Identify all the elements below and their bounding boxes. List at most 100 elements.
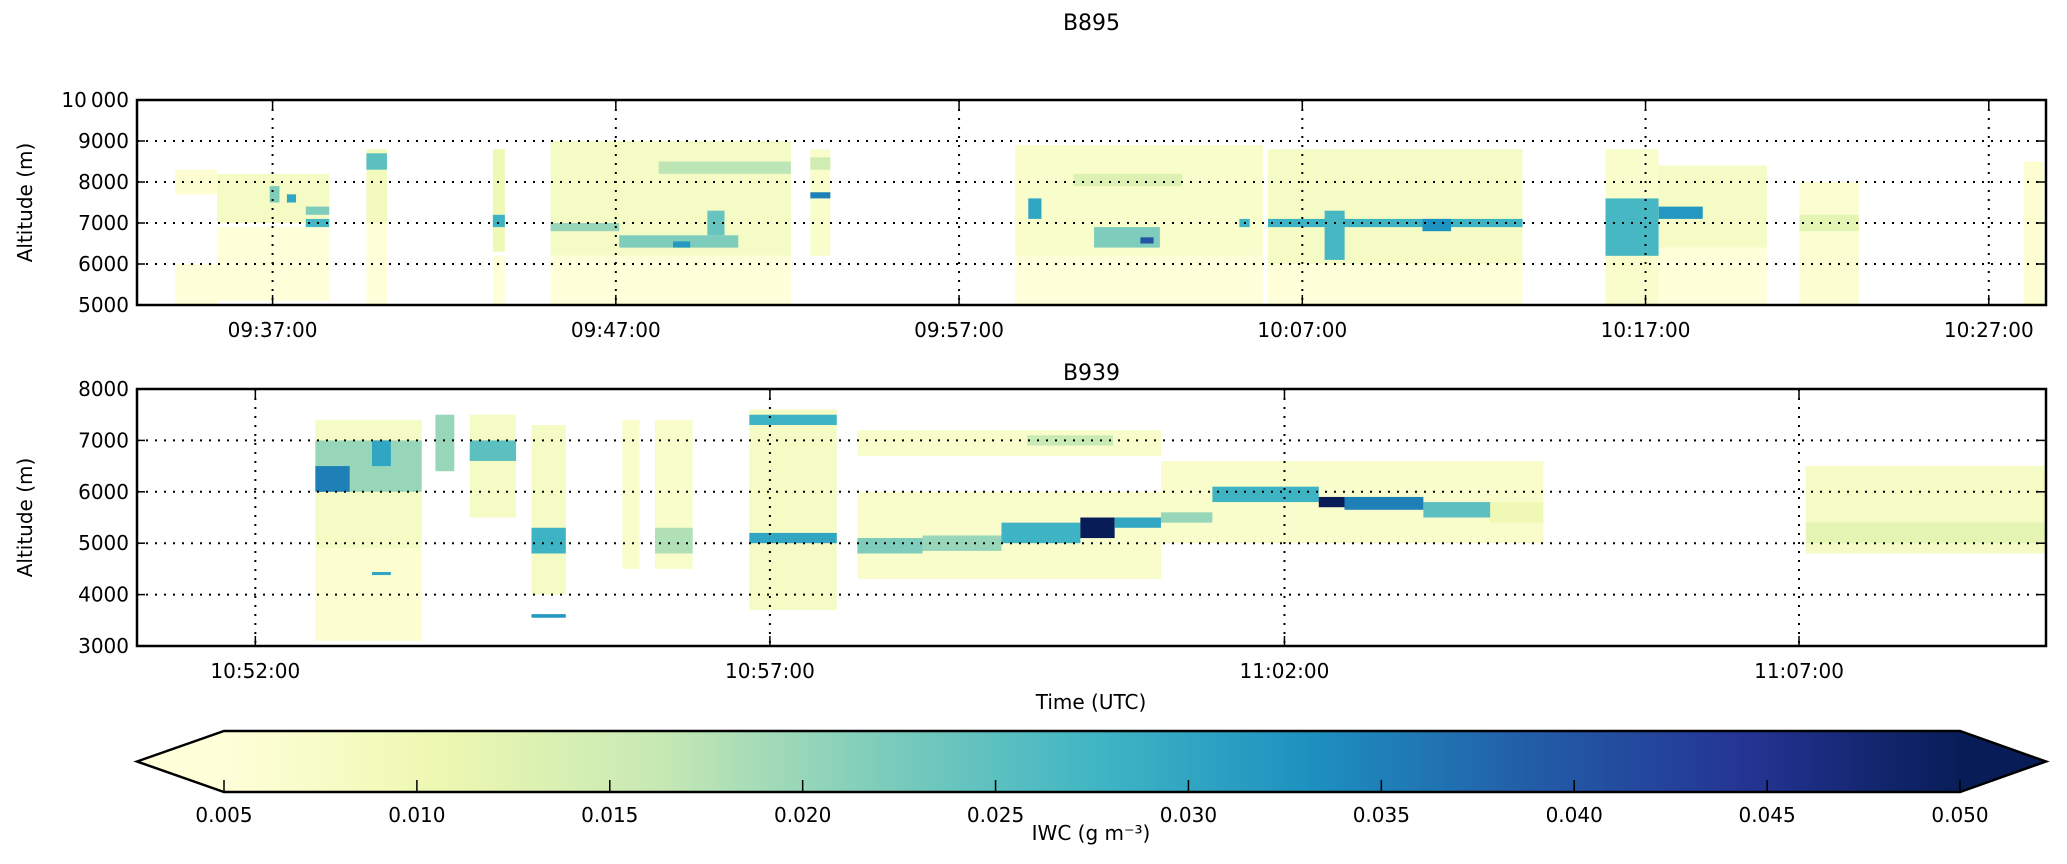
y-tick-label: 4000 xyxy=(78,583,129,607)
heatmap-cell xyxy=(531,614,566,618)
x-tick-label: 10:07:00 xyxy=(1257,318,1347,342)
colorbar-tick-label: 0.030 xyxy=(1160,803,1217,827)
colorbar-tick-label: 0.010 xyxy=(388,803,445,827)
heatmap-cell xyxy=(366,223,387,305)
heatmap-cell xyxy=(622,419,640,569)
y-axis-label: Altitude (m) xyxy=(13,143,37,263)
heatmap-cell xyxy=(1805,522,2046,544)
colorbar-tick-label: 0.050 xyxy=(1931,803,1988,827)
y-tick-label: 8000 xyxy=(78,377,129,401)
heatmap-cell xyxy=(531,424,566,595)
heatmap-cell xyxy=(1267,218,1523,228)
colorbar-tick-label: 0.040 xyxy=(1546,803,1603,827)
heatmap-cell xyxy=(1027,435,1113,446)
colorbar-tick-label: 0.020 xyxy=(774,803,831,827)
y-tick-label: 8000 xyxy=(78,170,129,194)
panel-title: B939 xyxy=(1063,361,1120,386)
heatmap-cell xyxy=(1267,264,1523,305)
heatmap-cell xyxy=(1658,247,1767,305)
heatmap-cell xyxy=(1015,255,1263,305)
heatmap-cell xyxy=(315,466,350,492)
heatmap-cell xyxy=(2023,161,2044,305)
heatmap-cell xyxy=(1028,198,1042,219)
x-tick-label: 10:57:00 xyxy=(725,659,815,683)
colorbar-gradient xyxy=(224,731,1960,792)
heatmap-cell xyxy=(810,192,831,199)
x-tick-label: 10:17:00 xyxy=(1601,318,1691,342)
heatmap-cell xyxy=(658,161,791,174)
heatmap xyxy=(175,141,2044,305)
heatmap-cell xyxy=(469,440,517,461)
heatmap xyxy=(315,409,2046,641)
heatmap-cell xyxy=(749,414,837,425)
heatmap-cell xyxy=(749,409,837,611)
heatmap-cell xyxy=(550,255,791,305)
plot-frame xyxy=(135,387,2048,648)
x-tick-label: 09:57:00 xyxy=(914,318,1004,342)
y-tick-label: 10 000 xyxy=(61,88,129,112)
heatmap-cell xyxy=(1073,173,1183,187)
heatmap-cell xyxy=(1001,522,1081,544)
y-tick-label: 5000 xyxy=(78,531,129,555)
heatmap-cell xyxy=(1267,149,1523,264)
y-axis-label: Altitude (m) xyxy=(13,458,37,578)
heatmap-cell xyxy=(371,440,391,467)
panel-B939: 3000 4000 5000 6000 7000 8000 10:52:00 10:57:00… xyxy=(13,361,2048,683)
heatmap-cell xyxy=(1423,502,1491,518)
heatmap-cell xyxy=(492,214,505,228)
heatmap-cell xyxy=(315,548,422,641)
panel-title: B895 xyxy=(1063,11,1120,36)
heatmap-cell xyxy=(1799,182,1859,305)
heatmap-cell xyxy=(922,535,1002,551)
heatmap-cell xyxy=(1080,517,1115,539)
heatmap-cell xyxy=(1658,206,1703,219)
panel-B895: 5000 6000 7000 8000 9000 10 000 09:37:00 09:47:… xyxy=(13,11,2048,342)
x-tick-label: 11:02:00 xyxy=(1240,659,1330,683)
heatmap-cell xyxy=(857,538,923,554)
y-tick-label: 6000 xyxy=(78,480,129,504)
y-tick-label: 3000 xyxy=(78,634,129,658)
y-tick-label: 7000 xyxy=(78,428,129,452)
y-tick-label: 7000 xyxy=(78,211,129,235)
heatmap-cell xyxy=(1605,198,1659,256)
heatmap-cell xyxy=(366,153,387,170)
y-tick-label: 9000 xyxy=(78,129,129,153)
heatmap-cell xyxy=(673,241,691,248)
heatmap-cell xyxy=(1324,210,1345,260)
heatmap-cell xyxy=(1422,218,1452,232)
heatmap-cell xyxy=(1212,486,1319,503)
heatmap-cell xyxy=(492,149,505,252)
heatmap-cell xyxy=(810,157,831,170)
heatmap-cell xyxy=(269,186,280,203)
heatmap-cell xyxy=(435,414,455,472)
colorbar-tick-label: 0.035 xyxy=(1353,803,1410,827)
heatmap-cell xyxy=(654,527,693,554)
y-tick-label: 5000 xyxy=(78,293,129,317)
x-tick-label: 10:27:00 xyxy=(1944,318,2034,342)
heatmap-cell xyxy=(1344,496,1424,510)
heatmap-cell xyxy=(1114,517,1161,528)
heatmap-cell xyxy=(286,194,297,203)
colorbar: 0.005 0.010 0.015 0.020 0.025 0.030 0.035 0.040… xyxy=(133,729,2050,827)
x-tick-label: 09:37:00 xyxy=(228,318,318,342)
heatmap-cell xyxy=(175,264,218,305)
colorbar-label: IWC (g m⁻³) xyxy=(1032,821,1151,845)
heatmap-cell xyxy=(857,430,1161,456)
y-tick-label: 6000 xyxy=(78,252,129,276)
x-tick-label: 11:07:00 xyxy=(1754,659,1844,683)
heatmap-cell xyxy=(469,414,517,518)
colorbar-tick-label: 0.025 xyxy=(967,803,1024,827)
heatmap-cell xyxy=(492,255,505,305)
heatmap-cell xyxy=(707,210,725,236)
heatmap-cell xyxy=(1490,502,1544,523)
heatmap-cell xyxy=(305,206,330,215)
x-tick-label: 10:52:00 xyxy=(210,659,300,683)
heatmap-cell xyxy=(749,532,837,544)
heatmap-cell xyxy=(550,223,620,232)
colorbar-tick-label: 0.005 xyxy=(195,803,252,827)
heatmap-cell xyxy=(371,571,391,576)
heatmap-cell xyxy=(810,149,831,256)
colorbar-extend-min xyxy=(137,731,224,792)
x-axis-label: Time (UTC) xyxy=(1035,690,1147,714)
